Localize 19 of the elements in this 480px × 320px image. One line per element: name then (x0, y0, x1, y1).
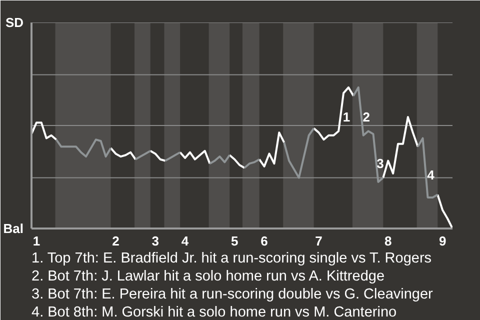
annotation: 4 (427, 167, 436, 182)
x-tick-label: 8 (384, 234, 392, 248)
x-tick-label: 1 (32, 234, 40, 248)
text: 1. Top 7th: E. Bradfield Jr. hit a run-scoring single vs T. Rogers (32, 250, 432, 266)
x-tick-label: 5 (230, 234, 238, 248)
text: 4. Bot 8th: M. Gorski hit a solo home run vs M. Canterino (32, 304, 397, 320)
text: Bal (3, 221, 24, 236)
x-tick-label: 6 (260, 234, 268, 248)
x-tick-label: 7 (315, 234, 322, 248)
annotation: 1 (342, 110, 350, 125)
annotation: 3 (376, 156, 384, 172)
x-tick-label: 4 (181, 234, 190, 248)
text: 3. Bot 7th: E. Pereira hit a run-scoring double vs G. Cleavinger (32, 286, 434, 302)
text: SD (5, 15, 24, 30)
x-tick-label: 3 (152, 234, 159, 248)
x-tick-label: 2 (112, 234, 120, 248)
text: 2. Bot 7th: J. Lawlar hit a solo home run vs A. Kittredge (32, 268, 385, 284)
annotation: 2 (362, 110, 370, 125)
x-tick-label: 9 (438, 234, 446, 248)
